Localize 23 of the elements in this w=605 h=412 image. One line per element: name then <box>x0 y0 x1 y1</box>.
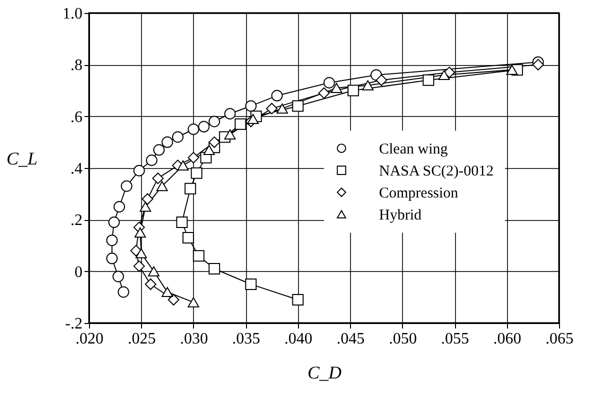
legend-label: Hybrid <box>379 207 422 224</box>
x-tick-label: .050 <box>388 330 417 348</box>
x-tick-label: .040 <box>284 330 312 348</box>
y-tick-label: .6 <box>70 108 82 126</box>
x-tick-label: .045 <box>336 330 365 348</box>
y-tick-label: -.2 <box>65 316 82 332</box>
y-tick-label: .2 <box>70 212 82 230</box>
x-axis-title: C_D <box>307 362 342 382</box>
x-tick-label: .025 <box>128 330 156 348</box>
y-tick-label: .8 <box>70 57 82 74</box>
y-axis-title: C_L <box>6 148 38 168</box>
x-tick-label: .060 <box>493 330 522 348</box>
y-tick-label: 1.0 <box>62 6 82 22</box>
legend-label: NASA SC(2)-0012 <box>379 163 494 180</box>
legend-label: Clean wing <box>379 141 448 158</box>
x-tick-label: .030 <box>180 330 208 348</box>
y-tick-label: .4 <box>70 160 82 178</box>
x-tick-label: .035 <box>232 330 260 348</box>
x-tick-label: .055 <box>441 330 470 348</box>
x-tick-label: .065 <box>546 330 574 348</box>
y-tick-label: 0 <box>74 264 82 281</box>
legend-label: Compression <box>379 185 459 202</box>
x-tick-label: .020 <box>76 330 104 348</box>
